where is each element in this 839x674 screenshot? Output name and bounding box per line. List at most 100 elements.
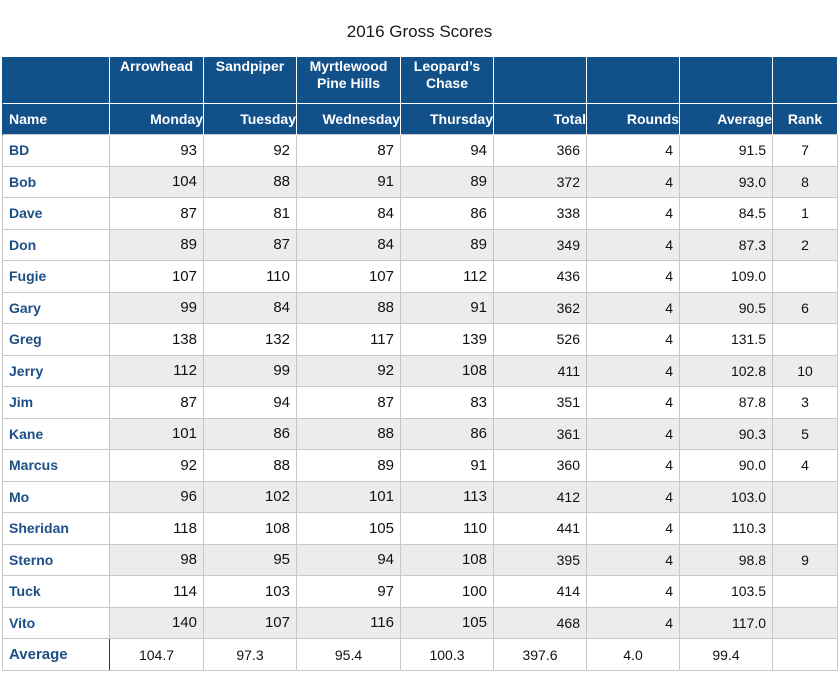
score-cell: 91 (296, 165, 401, 198)
table-row: Vito 140 107 116 105 468 4 117.0 (2, 606, 838, 639)
score-cell: 94 (400, 134, 494, 167)
rounds-cell: 4 (586, 197, 680, 230)
score-cell: 138 (109, 323, 204, 356)
average-cell: 103.0 (679, 480, 773, 513)
table-row: Jerry 112 99 92 108 411 4 102.8 10 (2, 354, 838, 387)
score-cell: 110 (203, 260, 297, 293)
total-cell: 366 (493, 134, 587, 167)
rounds-cell: 4 (586, 228, 680, 261)
table-row: Mo 96 102 101 113 412 4 103.0 (2, 480, 838, 513)
score-cell: 98 (109, 543, 204, 576)
score-cell: 107 (296, 260, 401, 293)
total-cell: 362 (493, 291, 587, 324)
course-header: Leopard’s Chase (400, 57, 494, 104)
score-cell: 100 (400, 575, 494, 608)
average-label: Average (2, 638, 110, 671)
score-cell: 92 (109, 449, 204, 482)
rounds-cell: 4 (586, 386, 680, 419)
score-cell: 103 (203, 575, 297, 608)
rank-cell: 6 (772, 291, 838, 324)
score-cell: 86 (400, 197, 494, 230)
rounds-cell: 4 (586, 606, 680, 639)
column-header-rounds: Rounds (586, 103, 680, 135)
total-cell: 372 (493, 165, 587, 198)
blank-header-cell (493, 57, 587, 104)
blank-header-cell (772, 57, 838, 104)
rounds-cell: 4 (586, 260, 680, 293)
score-cell: 132 (203, 323, 297, 356)
score-cell: 101 (109, 417, 204, 450)
score-cell: 117 (296, 323, 401, 356)
total-cell: 412 (493, 480, 587, 513)
blank-header-cell (2, 57, 110, 104)
total-cell: 361 (493, 417, 587, 450)
average-total: 397.6 (493, 638, 587, 671)
score-cell: 108 (400, 354, 494, 387)
score-cell: 88 (203, 165, 297, 198)
table-row: Jim 87 94 87 83 351 4 87.8 3 (2, 386, 838, 419)
total-cell: 441 (493, 512, 587, 545)
score-cell: 92 (296, 354, 401, 387)
total-cell: 526 (493, 323, 587, 356)
rank-cell: 9 (772, 543, 838, 576)
average-cell: 87.3 (679, 228, 773, 261)
total-cell: 360 (493, 449, 587, 482)
column-header-day: Tuesday (203, 103, 297, 135)
average-cell: 109.0 (679, 260, 773, 293)
rounds-cell: 4 (586, 165, 680, 198)
score-cell: 105 (296, 512, 401, 545)
player-name: Don (2, 228, 110, 261)
score-cell: 94 (203, 386, 297, 419)
rounds-cell: 4 (586, 480, 680, 513)
average-row: Average 104.7 97.3 95.4 100.3 397.6 4.0 … (2, 638, 838, 671)
rank-cell (772, 480, 838, 513)
table-row: Kane 101 86 88 86 361 4 90.3 5 (2, 417, 838, 450)
average-score: 104.7 (109, 638, 204, 671)
score-cell: 91 (400, 291, 494, 324)
average-cell: 90.0 (679, 449, 773, 482)
score-cell: 89 (400, 228, 494, 261)
column-header-day: Monday (109, 103, 204, 135)
average-cell: 110.3 (679, 512, 773, 545)
rounds-cell: 4 (586, 291, 680, 324)
rank-cell: 1 (772, 197, 838, 230)
rounds-cell: 4 (586, 543, 680, 576)
column-header-day: Wednesday (296, 103, 401, 135)
column-header-row: Name Monday Tuesday Wednesday Thursday T… (2, 103, 838, 135)
score-cell: 108 (400, 543, 494, 576)
average-score: 95.4 (296, 638, 401, 671)
rounds-cell: 4 (586, 512, 680, 545)
rank-cell (772, 323, 838, 356)
score-cell: 97 (296, 575, 401, 608)
rounds-cell: 4 (586, 354, 680, 387)
rounds-cell: 4 (586, 134, 680, 167)
blank-header-cell (586, 57, 680, 104)
course-header: Sandpiper (203, 57, 297, 104)
score-cell: 92 (203, 134, 297, 167)
total-cell: 349 (493, 228, 587, 261)
score-cell: 94 (296, 543, 401, 576)
rank-cell (772, 606, 838, 639)
rank-cell (772, 260, 838, 293)
average-cell: 93.0 (679, 165, 773, 198)
score-cell: 104 (109, 165, 204, 198)
score-cell: 110 (400, 512, 494, 545)
score-cell: 86 (203, 417, 297, 450)
table-row: BD 93 92 87 94 366 4 91.5 7 (2, 134, 838, 167)
score-cell: 116 (296, 606, 401, 639)
column-header-average: Average (679, 103, 773, 135)
score-cell: 89 (296, 449, 401, 482)
player-name: Fugie (2, 260, 110, 293)
score-cell: 88 (203, 449, 297, 482)
score-cell: 89 (400, 165, 494, 198)
score-cell: 84 (296, 197, 401, 230)
player-name: Gary (2, 291, 110, 324)
score-cell: 87 (203, 228, 297, 261)
score-cell: 112 (109, 354, 204, 387)
score-cell: 88 (296, 417, 401, 450)
player-name: Tuck (2, 575, 110, 608)
player-name: Marcus (2, 449, 110, 482)
score-cell: 83 (400, 386, 494, 419)
score-cell: 96 (109, 480, 204, 513)
rank-cell (772, 512, 838, 545)
